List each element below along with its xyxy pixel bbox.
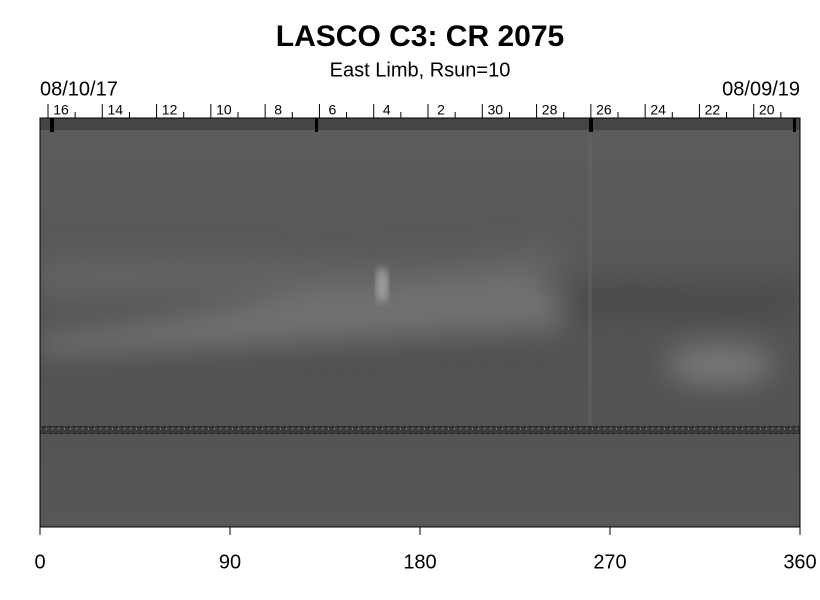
top-tick-label: 14 [107,102,123,118]
top-tick-label: 8 [274,102,282,118]
top-tick-label: 12 [162,102,178,118]
start-date: 08/10/17 [40,78,118,100]
top-tick-label: 2 [437,102,445,118]
top-tick-label: 24 [650,102,666,118]
x-tick-label: 180 [403,551,436,573]
x-tick-label: 0 [34,551,45,573]
x-tick-label: 90 [219,551,241,573]
top-tick-label: 6 [329,102,337,118]
synoptic-image [40,118,800,527]
top-tick-label: 4 [383,102,391,118]
top-tick-label: 10 [216,102,232,118]
top-tick-label: 30 [487,102,503,118]
top-tick-label: 28 [542,102,558,118]
top-tick-label: 26 [596,102,612,118]
chart-title: LASCO C3: CR 2075 [276,20,564,53]
top-tick-label: 20 [759,102,775,118]
top-tick-label: 22 [705,102,721,118]
x-tick-label: 270 [593,551,626,573]
end-date: 08/09/19 [722,78,800,100]
x-tick-label: 360 [783,551,816,573]
chart-subtitle: East Limb, Rsun=10 [330,59,511,81]
top-tick-label: 16 [53,102,69,118]
